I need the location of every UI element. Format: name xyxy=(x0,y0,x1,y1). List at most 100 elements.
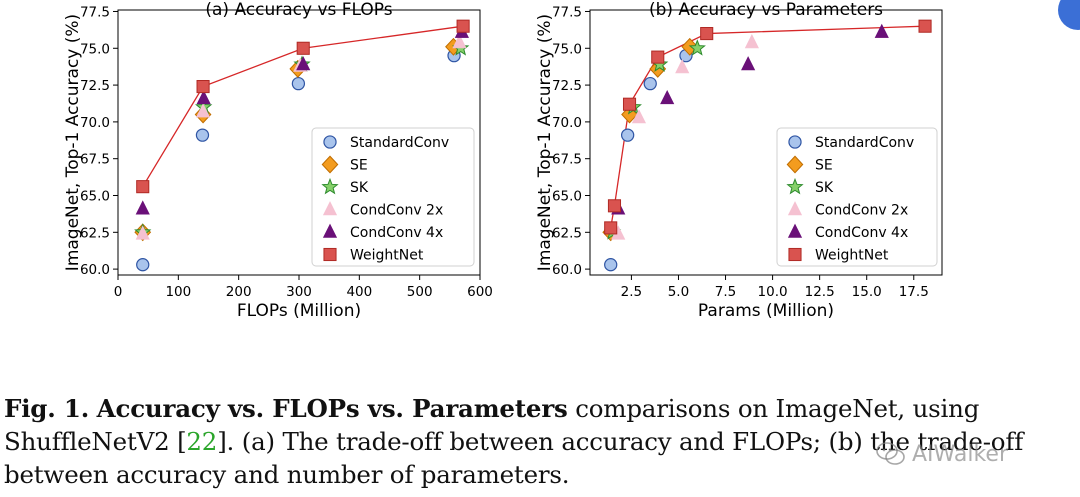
legend-label: SK xyxy=(350,180,369,196)
y-tick-label: 75.0 xyxy=(80,41,110,57)
legend-label: SK xyxy=(815,180,834,196)
caption-text-1: comparisons on ImageNet, using ShuffleNe… xyxy=(4,394,980,456)
legend-marker xyxy=(323,247,337,262)
y-tick-label: 62.5 xyxy=(552,225,582,241)
x-tick-label: 15.0 xyxy=(852,284,882,300)
data-point xyxy=(296,56,311,71)
y-tick-label: 62.5 xyxy=(80,225,110,241)
data-point xyxy=(196,89,211,105)
legend-label: CondConv 2x xyxy=(350,203,443,219)
legend-marker xyxy=(788,135,802,149)
legend-marker xyxy=(321,177,339,195)
legend: StandardConv SE SK CondConv 2x CondConv 4x We… xyxy=(311,127,475,267)
data-point xyxy=(675,59,690,74)
legend-marker xyxy=(323,135,337,149)
x-tick-label: 5.0 xyxy=(668,284,689,300)
legend-label: CondConv 4x xyxy=(350,225,443,241)
watermark: AIWalker xyxy=(876,438,1066,470)
x-tick-label: 600 xyxy=(467,284,493,300)
x-tick-label: 10.0 xyxy=(758,284,788,300)
data-point xyxy=(135,200,150,215)
y-tick-label: 72.5 xyxy=(552,78,582,94)
legend: StandardConv SE SK CondConv 2x CondConv 4x We… xyxy=(776,127,938,267)
y-tick-label: 67.5 xyxy=(80,152,110,168)
data-point xyxy=(604,221,618,235)
y-tick-label: 67.5 xyxy=(552,152,582,168)
x-tick-label: 100 xyxy=(165,284,191,300)
watermark-text: AIWalker xyxy=(912,441,1009,467)
data-point xyxy=(874,23,889,38)
weightnet-trend-line xyxy=(142,25,464,188)
series-condconv-2x xyxy=(611,34,759,240)
legend-label: SE xyxy=(815,158,833,174)
legend-marker xyxy=(787,223,803,238)
x-axis-label: Params (Million) xyxy=(698,301,834,321)
data-point xyxy=(651,50,665,64)
legend-marker xyxy=(322,223,338,238)
data-point xyxy=(607,199,622,213)
legend-marker xyxy=(787,201,803,216)
series-weightnet xyxy=(136,19,470,194)
data-point xyxy=(291,76,306,91)
data-point xyxy=(604,258,618,272)
y-tick-label: 65.0 xyxy=(552,189,582,205)
data-point xyxy=(681,37,699,56)
series-condconv-4x xyxy=(611,23,889,215)
corner-avatar xyxy=(1058,0,1080,30)
y-axis-label: ImageNet, Top-1 Accuracy (%) xyxy=(535,14,555,271)
data-point xyxy=(741,56,756,71)
x-tick-label: 400 xyxy=(346,284,372,300)
y-tick-label: 77.5 xyxy=(80,4,110,20)
data-point xyxy=(195,128,210,142)
y-tick-label: 70.0 xyxy=(552,115,582,131)
y-axis-label: ImageNet, Top-1 Accuracy (%) xyxy=(63,14,83,271)
x-tick-label: 500 xyxy=(407,284,433,300)
data-point xyxy=(195,103,211,118)
y-tick-label: 60.0 xyxy=(80,262,110,278)
x-tick-label: 12.5 xyxy=(805,284,835,300)
x-tick-label: 0 xyxy=(114,284,123,300)
legend-label: StandardConv xyxy=(350,135,449,151)
plot-frame xyxy=(589,9,943,276)
y-tick-label: 72.5 xyxy=(80,78,110,94)
y-tick-label: 65.0 xyxy=(80,189,110,205)
data-point xyxy=(631,109,647,124)
y-tick-label: 77.5 xyxy=(552,4,582,20)
legend-marker xyxy=(788,247,802,262)
data-point xyxy=(452,34,467,49)
caption-label: Fig. 1. xyxy=(4,394,90,423)
x-tick-label: 17.5 xyxy=(899,284,929,300)
data-point xyxy=(136,180,150,194)
x-tick-label: 300 xyxy=(286,284,312,300)
legend-marker xyxy=(321,155,339,174)
wechat-icon xyxy=(876,442,905,465)
caption-bold-text: Accuracy vs. FLOPs vs. Parameters xyxy=(96,394,568,423)
legend-label: StandardConv xyxy=(815,135,914,151)
x-tick-label: 7.5 xyxy=(715,284,736,300)
y-tick-label: 75.0 xyxy=(552,41,582,57)
y-tick-label: 70.0 xyxy=(80,115,110,131)
data-point xyxy=(918,19,932,33)
data-point xyxy=(135,225,150,240)
data-point xyxy=(622,97,637,111)
caption-reference-link[interactable]: 22 xyxy=(186,427,218,456)
legend-marker xyxy=(786,155,804,174)
data-point xyxy=(136,258,150,272)
legend-box xyxy=(776,127,938,267)
legend-label: CondConv 2x xyxy=(815,203,908,219)
x-axis-label: FLOPs (Million) xyxy=(237,301,361,321)
legend-label: WeightNet xyxy=(350,248,424,264)
legend-label: SE xyxy=(350,158,368,174)
x-tick-label: 200 xyxy=(226,284,252,300)
legend-marker xyxy=(786,177,804,195)
series-weightnet xyxy=(604,19,932,235)
data-point xyxy=(688,39,706,56)
data-point xyxy=(660,89,675,105)
legend-box xyxy=(311,127,475,267)
data-point xyxy=(296,41,310,55)
data-point xyxy=(620,128,635,142)
y-tick-label: 60.0 xyxy=(552,262,582,278)
legend-marker xyxy=(322,201,338,216)
